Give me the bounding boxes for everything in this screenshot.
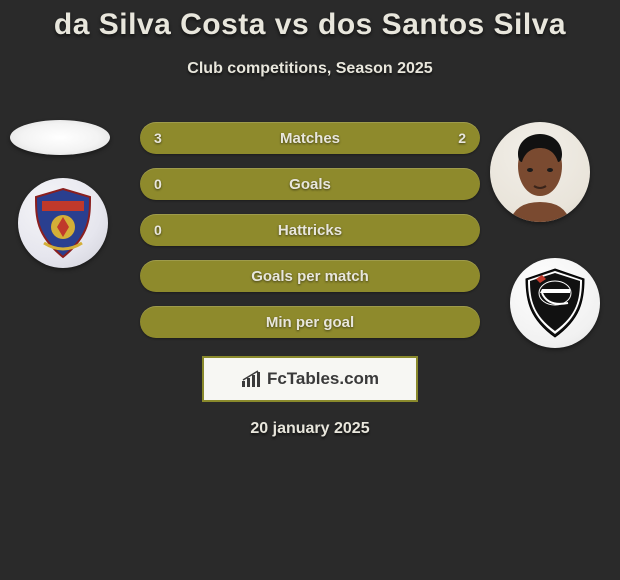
subtitle: Club competitions, Season 2025 — [0, 60, 620, 78]
club-right-crest — [510, 258, 600, 348]
stat-right-value: 2 — [458, 130, 466, 146]
player-right-avatar — [490, 122, 590, 222]
stat-row: Hattricks 0 — [140, 214, 480, 246]
stat-row: Min per goal — [140, 306, 480, 338]
stat-row: Matches 3 2 — [140, 122, 480, 154]
club-left-crest — [18, 178, 108, 268]
footer-date: 20 january 2025 — [0, 420, 620, 438]
stats-container: Matches 3 2 Goals 0 Hattricks 0 Goals per match… — [140, 122, 480, 338]
stat-left-value: 0 — [154, 176, 162, 192]
stat-left-value: 0 — [154, 222, 162, 238]
brand-text: FcTables.com — [267, 369, 379, 389]
stat-row: Goals 0 — [140, 168, 480, 200]
stat-left-value: 3 — [154, 130, 162, 146]
stat-row: Goals per match — [140, 260, 480, 292]
stat-label: Matches — [280, 130, 340, 147]
stat-label: Goals per match — [251, 268, 369, 285]
person-icon — [490, 122, 590, 222]
bar-chart-icon — [241, 370, 263, 388]
stat-label: Goals — [289, 176, 331, 193]
shield-icon — [30, 187, 96, 259]
stat-label: Min per goal — [266, 314, 354, 331]
stat-label: Hattricks — [278, 222, 342, 239]
player-left-avatar — [10, 120, 110, 155]
shield-icon — [522, 267, 588, 339]
brand-box: FcTables.com — [202, 356, 418, 402]
page-title: da Silva Costa vs dos Santos Silva — [0, 0, 620, 42]
